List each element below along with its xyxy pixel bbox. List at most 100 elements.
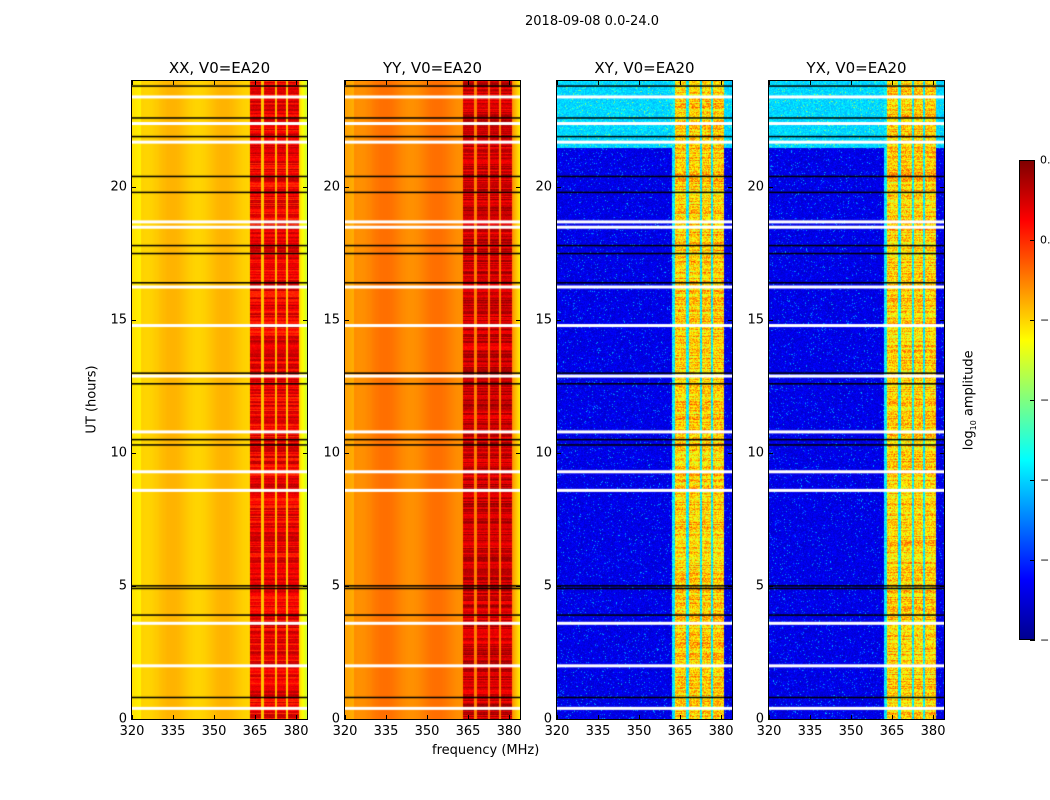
panel-title: XY, V0=EA20 [594, 59, 695, 77]
y-tick-mark [345, 187, 349, 189]
colorbar-tick-mark [1030, 640, 1035, 641]
y-tick-label: 15 [323, 312, 340, 328]
y-tick-mark [728, 586, 732, 588]
x-tick-label: 365 [667, 724, 693, 739]
y-tick-mark [516, 586, 520, 588]
y-tick-label: 10 [323, 445, 340, 461]
heatmap-panel [131, 80, 308, 720]
y-tick-mark [132, 187, 136, 189]
x-tick-mark [639, 715, 641, 719]
x-tick-label: 365 [879, 724, 905, 739]
x-tick-label: 350 [626, 724, 652, 739]
y-tick-label: 10 [535, 445, 552, 461]
colorbar-label: log10 amplitude [961, 350, 979, 451]
x-tick-label: 335 [797, 724, 823, 739]
x-tick-mark [810, 81, 812, 85]
colorbar-tick-label: −0.5 [1040, 313, 1050, 327]
x-tick-label: 365 [455, 724, 481, 739]
x-tick-mark [721, 715, 723, 719]
x-tick-mark [557, 715, 558, 719]
y-tick-mark [940, 719, 944, 720]
x-tick-mark [557, 81, 558, 85]
heatmap-image [557, 81, 732, 719]
y-tick-mark [303, 187, 307, 189]
y-tick-label: 0 [543, 711, 552, 727]
y-tick-mark [132, 586, 136, 588]
x-tick-mark [427, 81, 429, 85]
x-tick-mark [509, 81, 511, 85]
heatmap-panel [768, 80, 945, 720]
colorbar-tick-label: −2.0 [1040, 553, 1050, 567]
x-tick-mark [296, 81, 298, 85]
x-tick-mark [810, 715, 812, 719]
y-tick-mark [132, 453, 136, 455]
y-tick-label: 10 [110, 445, 127, 461]
y-tick-mark [516, 719, 520, 720]
colorbar-tick-mark [1030, 480, 1035, 481]
colorbar-tick-label: 0.0 [1040, 233, 1050, 247]
y-tick-mark [728, 453, 732, 455]
y-tick-mark [769, 187, 773, 189]
colorbar-tick-label: −1.5 [1040, 473, 1050, 487]
x-tick-mark [769, 715, 770, 719]
colorbar-tick-mark [1030, 160, 1035, 161]
x-tick-mark [468, 81, 470, 85]
y-tick-mark [728, 320, 732, 322]
x-tick-mark [892, 715, 894, 719]
colorbar-tick-label: 0.5 [1040, 153, 1050, 167]
y-tick-mark [557, 586, 561, 588]
x-tick-label: 335 [160, 724, 186, 739]
y-tick-mark [769, 320, 773, 322]
x-tick-label: 350 [414, 724, 440, 739]
figure-title: 2018-09-08 0.0-24.0 [525, 14, 659, 29]
x-tick-mark [468, 715, 470, 719]
x-tick-mark [427, 715, 429, 719]
heatmap-panel [344, 80, 521, 720]
x-tick-label: 380 [283, 724, 309, 739]
y-tick-mark [728, 187, 732, 189]
x-tick-mark [386, 81, 388, 85]
y-tick-mark [769, 453, 773, 455]
y-tick-mark [303, 320, 307, 322]
y-tick-label: 5 [118, 578, 127, 594]
y-tick-mark [940, 586, 944, 588]
x-tick-label: 380 [496, 724, 522, 739]
x-tick-mark [598, 81, 600, 85]
y-tick-mark [132, 320, 136, 322]
x-tick-mark [132, 81, 133, 85]
y-tick-label: 20 [747, 179, 764, 195]
panel-title: XX, V0=EA20 [168, 59, 271, 77]
y-tick-mark [940, 320, 944, 322]
colorbar-tick-mark [1030, 400, 1035, 401]
x-tick-mark [173, 81, 175, 85]
y-tick-mark [940, 187, 944, 189]
y-tick-mark [516, 320, 520, 322]
x-tick-mark [721, 81, 723, 85]
y-tick-mark [345, 320, 349, 322]
x-tick-label: 320 [119, 724, 145, 739]
x-tick-label: 335 [373, 724, 399, 739]
x-tick-mark [851, 715, 853, 719]
x-tick-label: 365 [242, 724, 268, 739]
y-tick-label: 0 [755, 711, 764, 727]
x-tick-label: 335 [585, 724, 611, 739]
panel-title: YX, V0=EA20 [806, 59, 907, 77]
x-tick-mark [680, 715, 682, 719]
x-tick-label: 320 [544, 724, 570, 739]
y-tick-label: 15 [535, 312, 552, 328]
y-tick-label: 20 [110, 179, 127, 195]
y-tick-label: 15 [747, 312, 764, 328]
y-tick-mark [345, 586, 349, 588]
y-tick-mark [132, 719, 136, 720]
y-tick-label: 20 [535, 179, 552, 195]
y-tick-label: 5 [331, 578, 340, 594]
colorbar-tick-label: −1.0 [1040, 393, 1050, 407]
x-tick-mark [892, 81, 894, 85]
y-tick-mark [557, 719, 561, 720]
y-tick-mark [345, 453, 349, 455]
y-tick-mark [940, 453, 944, 455]
x-tick-label: 320 [332, 724, 358, 739]
y-tick-mark [345, 719, 349, 720]
y-tick-label: 20 [323, 179, 340, 195]
